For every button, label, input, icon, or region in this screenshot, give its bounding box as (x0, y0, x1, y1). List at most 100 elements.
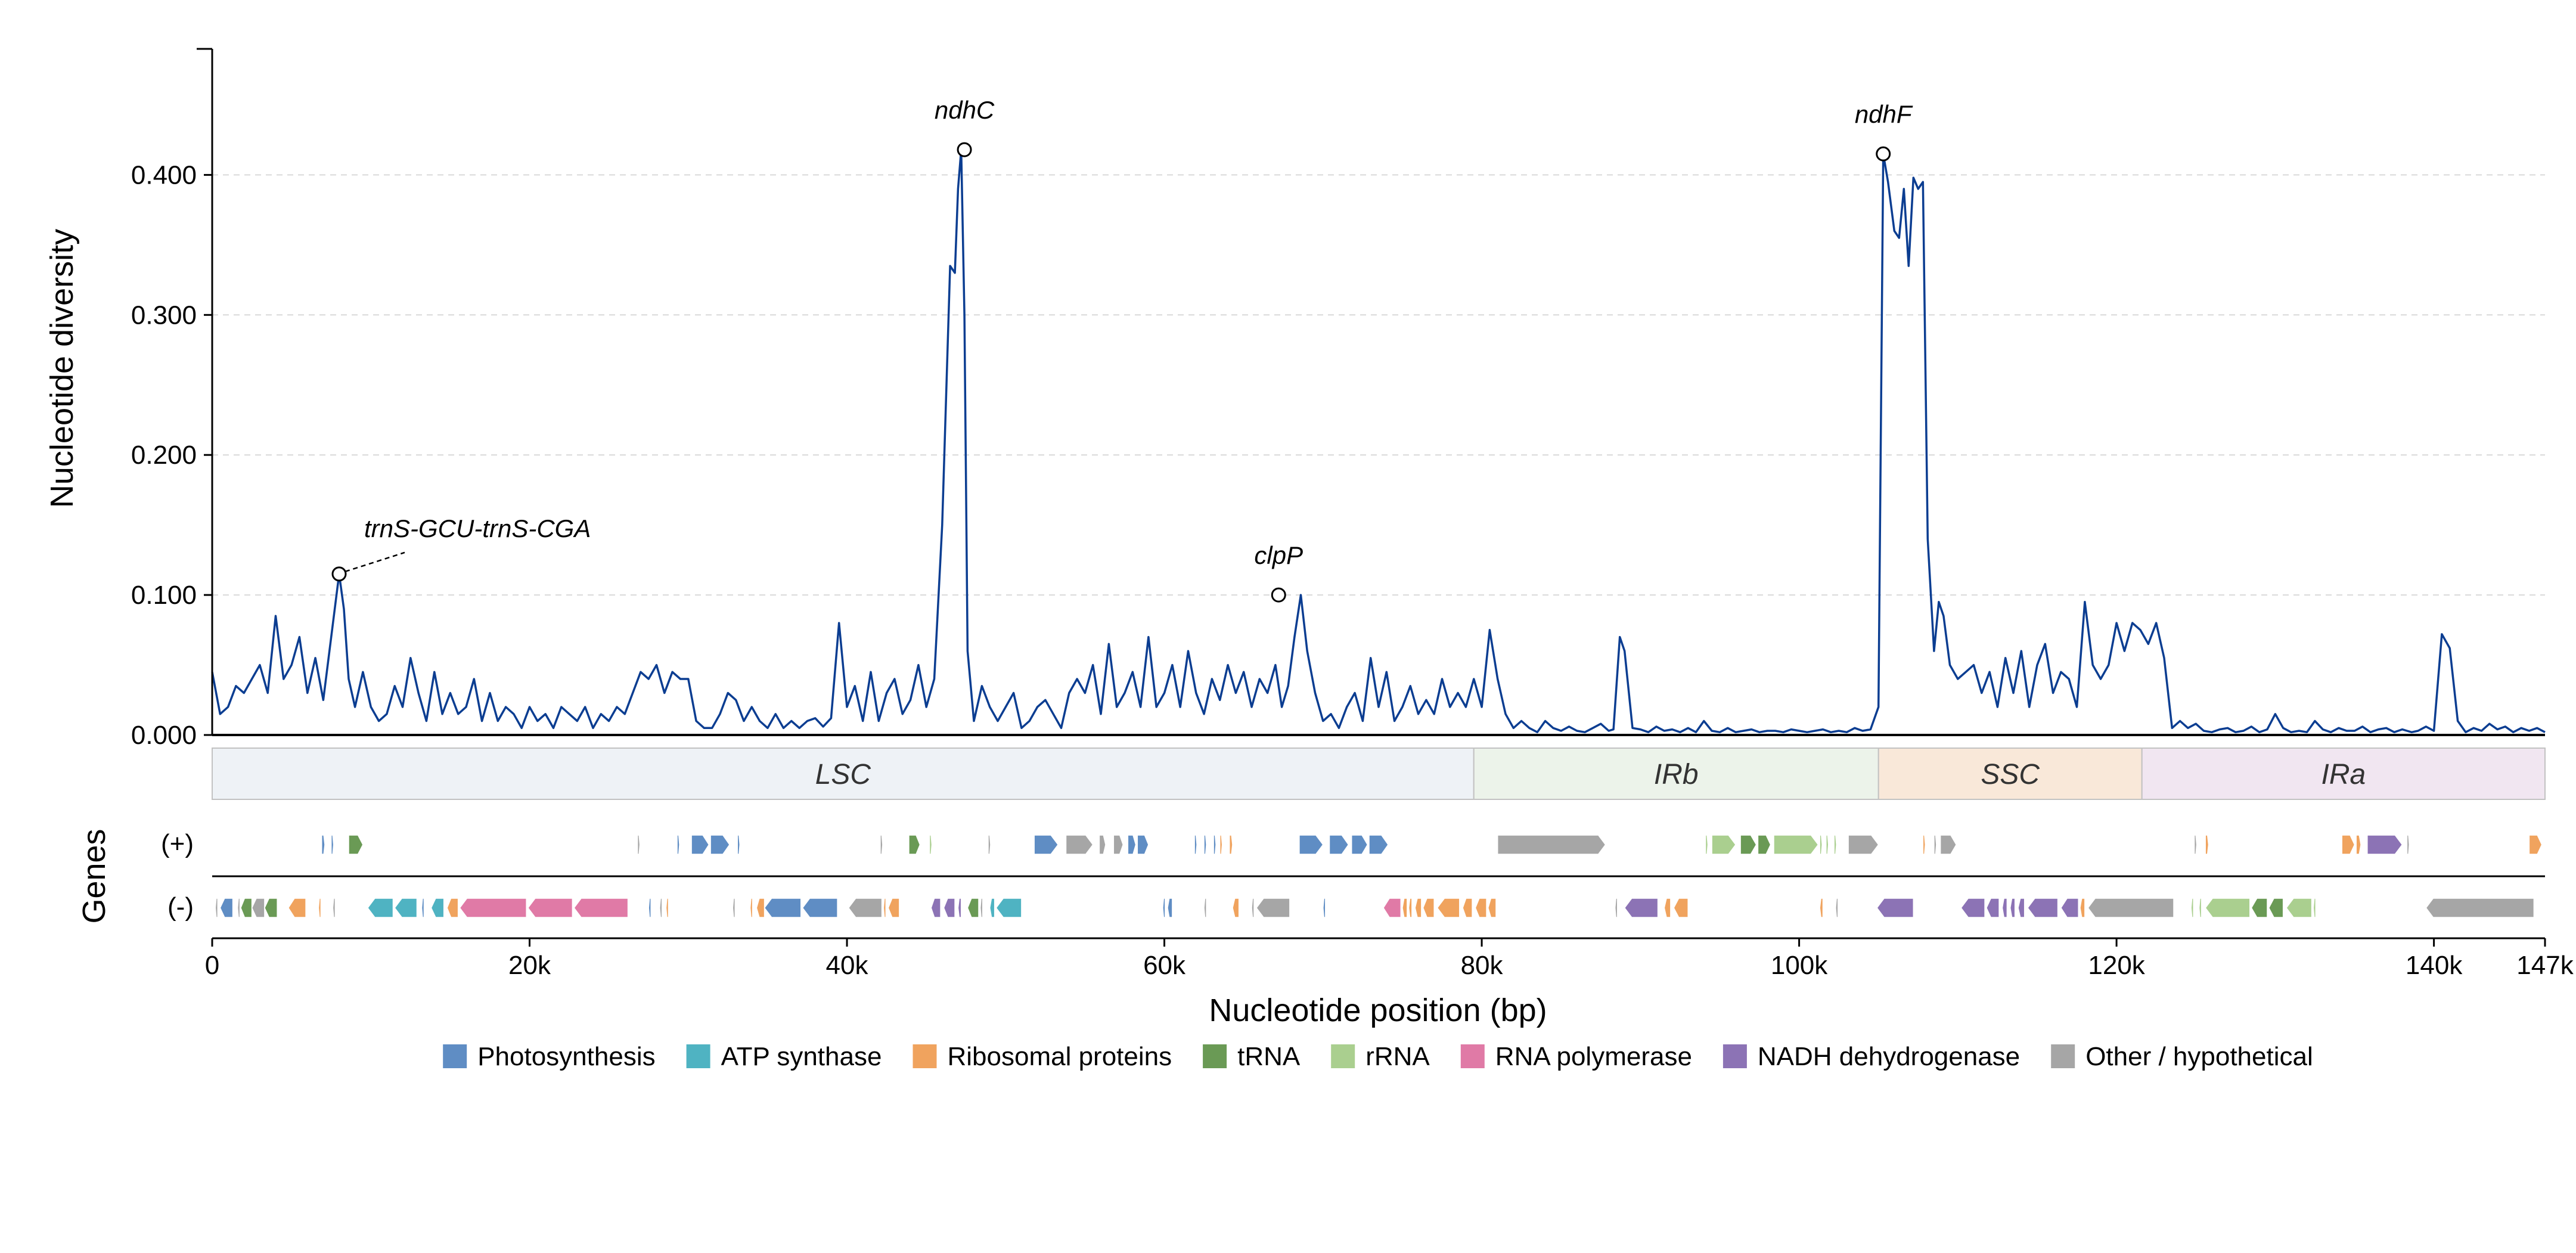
legend-item: NADH dehydrogenase (1722, 1042, 2020, 1071)
gene-minus-strand (527, 898, 573, 918)
gene-plus-strand (1299, 835, 1324, 855)
region-lsc (212, 748, 1475, 800)
gene-minus-strand (1614, 898, 1618, 918)
gene-minus-strand (2001, 898, 2008, 918)
gene-minus-strand (1475, 898, 1487, 918)
gene-minus-strand (1436, 898, 1460, 918)
gene-plus-strand (1127, 835, 1137, 855)
gene-minus-strand (883, 898, 887, 918)
legend-item: Photosynthesis (443, 1042, 656, 1071)
gene-minus-strand (2009, 898, 2016, 918)
genes-track-title: Genes (76, 829, 112, 923)
gene-plus-strand (1939, 835, 1957, 855)
gene-minus-strand (573, 898, 629, 918)
peak-marker (331, 566, 347, 582)
y-tick-label: 0.000 (131, 721, 197, 750)
legend: Photosynthesis ATP synthase Ribosomal prot… (443, 1042, 2313, 1071)
legend-swatch (686, 1044, 710, 1068)
gene-plus-strand (1848, 835, 1879, 855)
region-ira (2141, 748, 2546, 800)
gene-minus-strand (995, 898, 1022, 918)
legend-item: RNA polymerase (1460, 1042, 1692, 1071)
gene-minus-strand (1487, 898, 1497, 918)
gene-plus-strand (2406, 835, 2410, 855)
gene-minus-strand (2060, 898, 2079, 918)
gene-plus-strand (1351, 835, 1368, 855)
peak-label: clpP (1254, 541, 1303, 569)
gene-minus-strand (967, 898, 979, 918)
gene-plus-strand (1833, 835, 1837, 855)
gene-minus-strand (957, 898, 962, 918)
gene-plus-strand (2205, 835, 2209, 855)
gene-minus-strand (1256, 898, 1290, 918)
gene-minus-strand (2198, 898, 2202, 918)
legend-swatch (2051, 1044, 2075, 1068)
gene-minus-strand (318, 898, 322, 918)
gene-plus-strand (908, 835, 921, 855)
gene-minus-strand (1835, 898, 1839, 918)
gene-plus-strand (2528, 835, 2543, 855)
gene-minus-strand (2190, 898, 2194, 918)
gene-plus-strand (2367, 835, 2403, 855)
gene-minus-strand (2080, 898, 2085, 918)
gene-plus-strand (1705, 835, 1709, 855)
gene-plus-strand (637, 835, 641, 855)
gene-plus-strand (1228, 835, 1233, 855)
x-tick-label: 147k (2516, 951, 2574, 980)
gene-minus-strand (756, 898, 765, 918)
gene-minus-strand (1985, 898, 2000, 918)
gene-minus-strand (802, 898, 838, 918)
legend-label: Other / hypothetical (2085, 1042, 2313, 1071)
gene-minus-strand (1624, 898, 1659, 918)
x-tick-label: 40k (826, 951, 869, 980)
x-tick-label: 20k (508, 951, 551, 980)
gene-minus-strand (1408, 898, 1413, 918)
legend-swatch (913, 1044, 937, 1068)
region-label: IRb (1654, 759, 1699, 790)
gene-plus-strand (691, 835, 710, 855)
x-tick-label: 80k (1461, 951, 1504, 980)
peak-marker (1271, 587, 1286, 603)
gene-minus-strand (2027, 898, 2059, 918)
peak-leader-line (344, 551, 405, 573)
gene-plus-strand (1194, 835, 1197, 855)
gene-plus-strand (1740, 835, 1757, 855)
gene-track (212, 835, 2545, 918)
gene-minus-strand (1251, 898, 1255, 918)
gene-minus-strand (749, 898, 753, 918)
y-tick-label: 0.400 (131, 160, 197, 190)
gene-plus-strand (880, 835, 883, 855)
gene-plus-strand (1137, 835, 1149, 855)
gene-plus-strand (929, 835, 933, 855)
gene-minus-strand (930, 898, 941, 918)
gene-minus-strand (237, 898, 241, 918)
gene-plus-strand (1933, 835, 1937, 855)
gene-plus-strand (1497, 835, 1606, 855)
gene-minus-strand (367, 898, 394, 918)
gene-minus-strand (1422, 898, 1435, 918)
gene-plus-strand (1098, 835, 1106, 855)
peak-marker (1876, 146, 1891, 162)
gene-plus-strand (1368, 835, 1389, 855)
gene-minus-strand (240, 898, 253, 918)
legend-label: Ribosomal proteins (948, 1042, 1172, 1071)
gene-plus-strand (348, 835, 364, 855)
gene-plus-strand (330, 835, 334, 855)
gene-plus-strand (676, 835, 680, 855)
gene-minus-strand (394, 898, 418, 918)
gene-minus-strand (1663, 898, 1671, 918)
x-tick-label: 0 (205, 951, 219, 980)
region-ssc (1877, 748, 2143, 800)
gene-plus-strand (1329, 835, 1349, 855)
strand-plus-label: (+) (161, 829, 194, 858)
gene-minus-strand (2018, 898, 2025, 918)
region-label: IRa (2321, 759, 2366, 790)
gene-plus-strand (2341, 835, 2355, 855)
diversity-line-series (211, 148, 2546, 734)
legend-swatch (1722, 1044, 1747, 1068)
x-tick-label: 140k (2406, 951, 2463, 980)
gene-minus-strand (2425, 898, 2535, 918)
gene-minus-strand (1162, 898, 1166, 918)
peak-label: trnS-GCU-trnS-CGA (364, 514, 591, 542)
gene-plus-strand (1033, 835, 1059, 855)
